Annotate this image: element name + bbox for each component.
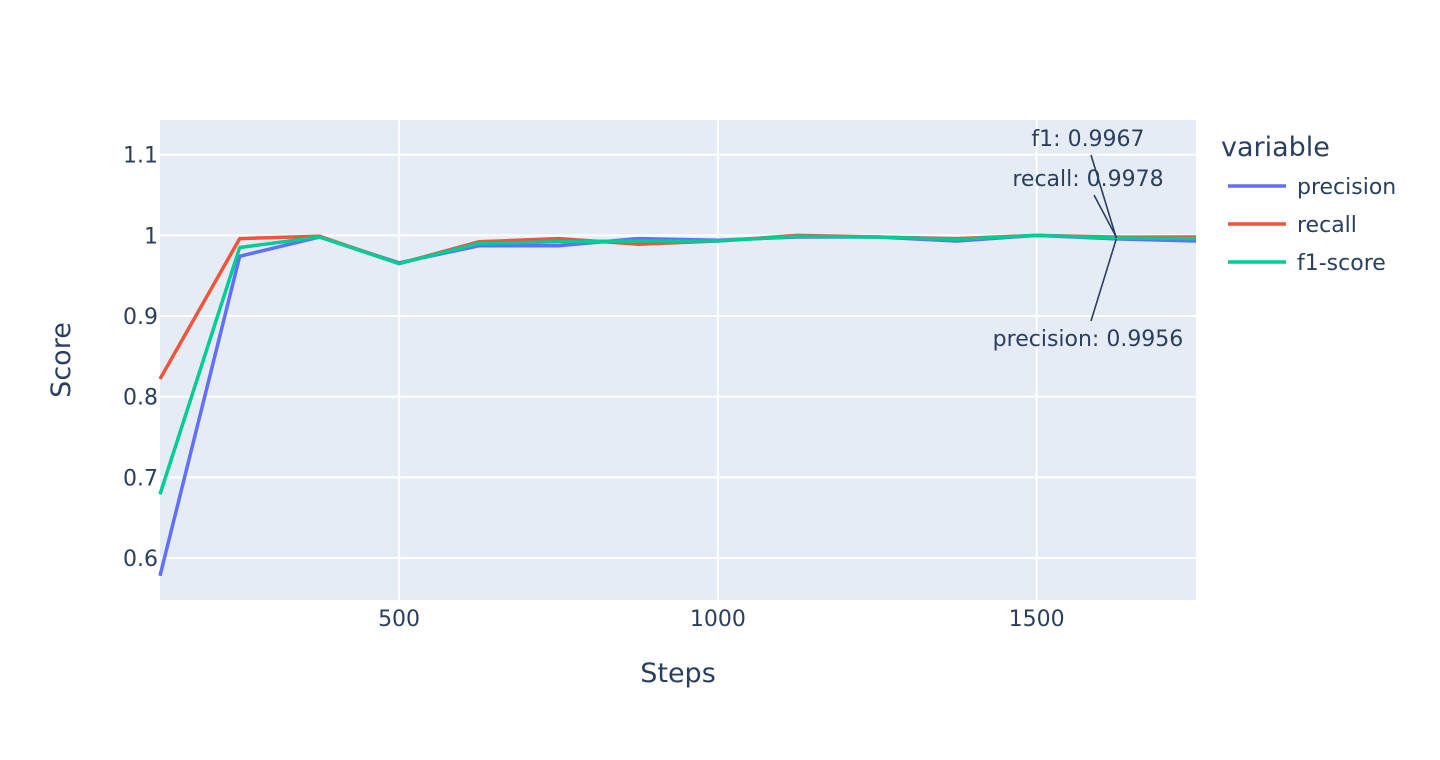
y-tick-label: 0.8 bbox=[123, 386, 158, 411]
series-lines bbox=[158, 233, 1197, 577]
x-tick-label: 1000 bbox=[690, 607, 746, 632]
y-tick-label: 1 bbox=[144, 224, 158, 249]
annotation-label: precision: 0.9956 bbox=[993, 327, 1184, 352]
x-axis-ticks: 500 1000 1500 bbox=[378, 607, 1065, 632]
annotation-arrow bbox=[1093, 194, 1118, 238]
y-tick-label: 0.9 bbox=[123, 305, 158, 330]
legend-label: recall bbox=[1297, 213, 1357, 238]
legend-items: precision recall f1-score bbox=[1228, 175, 1396, 276]
legend-item-precision[interactable]: precision bbox=[1228, 175, 1396, 200]
y-axis-ticks: 0.6 0.7 0.8 0.9 1 1.1 bbox=[123, 144, 158, 572]
x-axis-title: Steps bbox=[640, 658, 716, 689]
legend-title: variable bbox=[1221, 132, 1330, 163]
y-tick-label: 0.6 bbox=[123, 547, 158, 572]
y-axis-title: Score bbox=[46, 322, 77, 398]
gridlines bbox=[160, 120, 1196, 600]
plot-area-background bbox=[160, 120, 1196, 600]
legend[interactable]: variable precision recall f1-score bbox=[1221, 132, 1396, 276]
annotations: f1: 0.9967 recall: 0.9978 precision: 0.995… bbox=[993, 127, 1184, 352]
legend-label: precision bbox=[1297, 175, 1396, 200]
x-tick-label: 500 bbox=[378, 607, 420, 632]
annotation-arrow bbox=[1090, 238, 1118, 322]
y-tick-label: 0.7 bbox=[123, 466, 158, 491]
y-tick-label: 1.1 bbox=[123, 144, 158, 169]
x-tick-label: 1500 bbox=[1009, 607, 1065, 632]
annotation-arrow bbox=[1090, 154, 1118, 239]
annotation-label: recall: 0.9978 bbox=[1012, 167, 1163, 192]
legend-item-f1-score[interactable]: f1-score bbox=[1228, 251, 1386, 276]
legend-label: f1-score bbox=[1297, 251, 1386, 276]
legend-item-recall[interactable]: recall bbox=[1228, 213, 1357, 238]
annotation-label: f1: 0.9967 bbox=[1031, 127, 1144, 152]
series-line-f1-score bbox=[158, 233, 1197, 495]
